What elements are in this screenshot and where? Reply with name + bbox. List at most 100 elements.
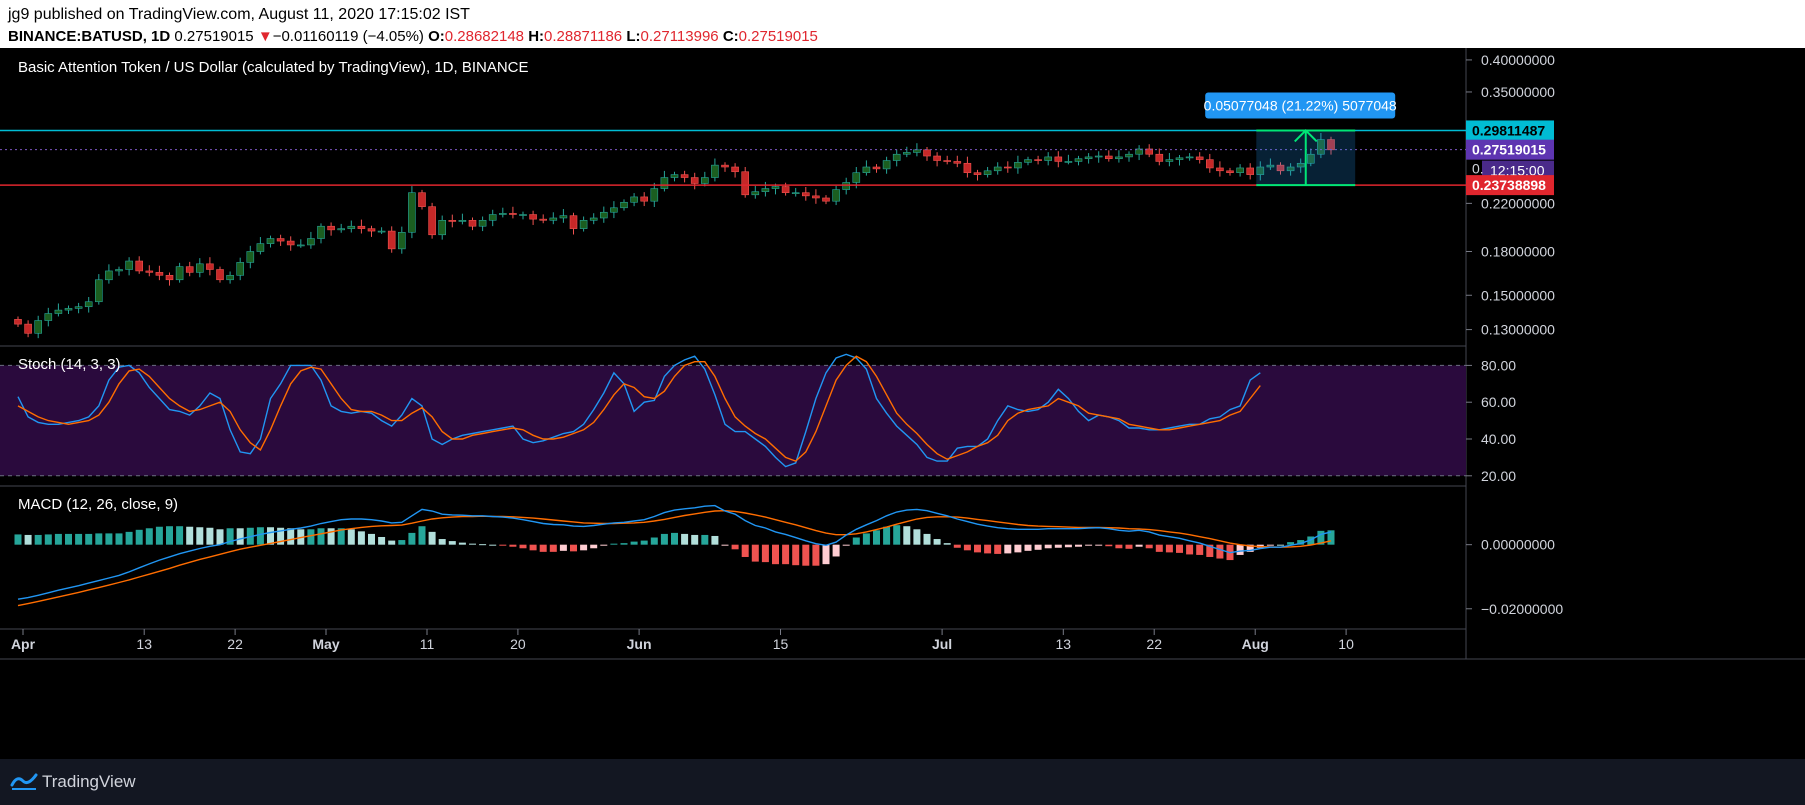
candle-body <box>1074 158 1083 162</box>
last-price-label: 0.27519015 <box>1472 142 1546 158</box>
publish-line: jg9 published on TradingView.com, August… <box>8 6 470 23</box>
macd-histogram-bar <box>1186 544 1194 555</box>
stoch-pane[interactable] <box>0 353 1466 477</box>
macd-histogram-bar <box>145 528 153 545</box>
macd-histogram-bar <box>529 544 537 551</box>
macd-histogram-bar <box>14 534 22 545</box>
macd-histogram-bar <box>176 526 184 545</box>
macd-histogram-bar <box>1155 544 1163 552</box>
macd-histogram-bar <box>277 527 285 545</box>
stoch-tick-label: 60.00 <box>1481 394 1516 410</box>
macd-signal-line <box>17 509 1332 607</box>
macd-histogram-bar <box>155 526 163 545</box>
macd-histogram-bar <box>1196 544 1204 555</box>
macd-histogram-bar <box>1165 544 1173 553</box>
candle-body <box>175 266 184 281</box>
time-axis[interactable]: Apr 13 22 May 11 20 Jun 15 Jul 13 22 Aug 10 <box>11 629 1354 652</box>
candle-body <box>1216 167 1224 172</box>
stoch-k-line <box>17 353 1261 468</box>
time-tick-label: Jul <box>932 636 952 652</box>
macd-histogram-bar <box>1075 544 1082 547</box>
time-tick-label: Jun <box>627 636 652 652</box>
macd-histogram-bar <box>337 528 345 545</box>
candle-body <box>307 238 315 246</box>
countdown-box <box>1482 160 1554 180</box>
candle-body <box>286 240 295 246</box>
candle-body <box>347 225 356 229</box>
candle-body <box>196 263 204 273</box>
candle-body <box>266 238 275 244</box>
stoch-d-line <box>17 355 1261 462</box>
candle-body <box>1185 156 1194 159</box>
macd-histogram-bar <box>873 530 880 545</box>
candle-body <box>458 220 467 222</box>
candle-body <box>1256 166 1265 175</box>
macd-histogram-bar <box>832 544 840 557</box>
candle-body <box>690 177 699 184</box>
candle-body <box>276 238 285 242</box>
macd-histogram-bar <box>1216 544 1224 559</box>
candle-body <box>1094 155 1103 158</box>
price-axis[interactable]: 0.40000000 0.35000000 0.22000000 0.18000000… <box>1466 52 1563 617</box>
candle-body <box>892 153 901 161</box>
macd-histogram-bar <box>751 544 759 562</box>
time-tick-label: Aug <box>1242 636 1269 652</box>
partial-price-label: 0. <box>1472 161 1484 177</box>
macd-histogram-bar <box>44 534 52 545</box>
macd-histogram-bar <box>610 543 618 545</box>
candle-body <box>650 188 659 202</box>
candle-body <box>397 232 406 250</box>
macd-histogram-bar <box>640 540 648 545</box>
candle-body <box>913 149 921 153</box>
macd-pane[interactable] <box>14 504 1335 607</box>
candle-body <box>569 215 578 229</box>
candle-body <box>1024 159 1032 163</box>
macd-histogram-bar <box>206 527 214 545</box>
candle-body <box>105 270 113 281</box>
candle-body <box>1307 153 1315 164</box>
candle-body <box>599 211 608 219</box>
candle-body <box>1206 159 1214 169</box>
macd-histogram-bar <box>913 529 921 545</box>
candle-body <box>488 214 497 221</box>
chart-canvas[interactable]: 0.05077048 (21.22%) 5077048 0.400000000.… <box>0 48 1805 759</box>
stoch-tick-label: 80.00 <box>1481 357 1516 373</box>
candle-body <box>256 243 265 252</box>
macd-histogram-bar <box>570 544 577 552</box>
candle-body <box>993 166 1002 172</box>
last-price-label-box <box>1466 139 1554 160</box>
candle-body <box>327 225 335 231</box>
macd-histogram-bar <box>701 534 709 545</box>
candle-body <box>1165 159 1174 162</box>
candle-body <box>812 195 820 199</box>
candle-body <box>529 214 537 220</box>
macd-histogram-bar <box>1004 544 1012 554</box>
candle-body <box>822 197 830 202</box>
macd-histogram-bar <box>802 544 810 566</box>
candle-body <box>983 170 992 175</box>
time-tick-label: May <box>312 636 339 652</box>
candle-body <box>1226 170 1234 173</box>
price-pane-title: Basic Attention Token / US Dollar (calcu… <box>18 59 529 76</box>
candle-body <box>771 186 780 189</box>
time-tick-label: 22 <box>1146 636 1162 652</box>
candle-body <box>1145 148 1153 155</box>
macd-histogram-bar <box>24 534 32 545</box>
macd-histogram-bar <box>1044 544 1052 549</box>
candle-body <box>761 188 770 192</box>
macd-histogram-bar <box>953 544 961 548</box>
candle-body <box>640 196 649 202</box>
candle-body <box>862 166 871 173</box>
candle-body <box>1064 161 1073 163</box>
macd-tick-label: −0.02000000 <box>1481 601 1563 617</box>
candle-body <box>206 263 214 270</box>
candle-body <box>1195 156 1204 160</box>
macd-histogram-bar <box>943 543 951 545</box>
stoch-band <box>0 365 1466 476</box>
price-pane[interactable]: 0.05077048 (21.22%) 5077048 <box>0 92 1466 339</box>
candle-body <box>44 313 53 321</box>
macd-histogram-bar <box>1085 544 1093 546</box>
candle-body <box>852 172 861 183</box>
candle-body <box>428 206 436 236</box>
macd-histogram-bar <box>65 533 72 545</box>
